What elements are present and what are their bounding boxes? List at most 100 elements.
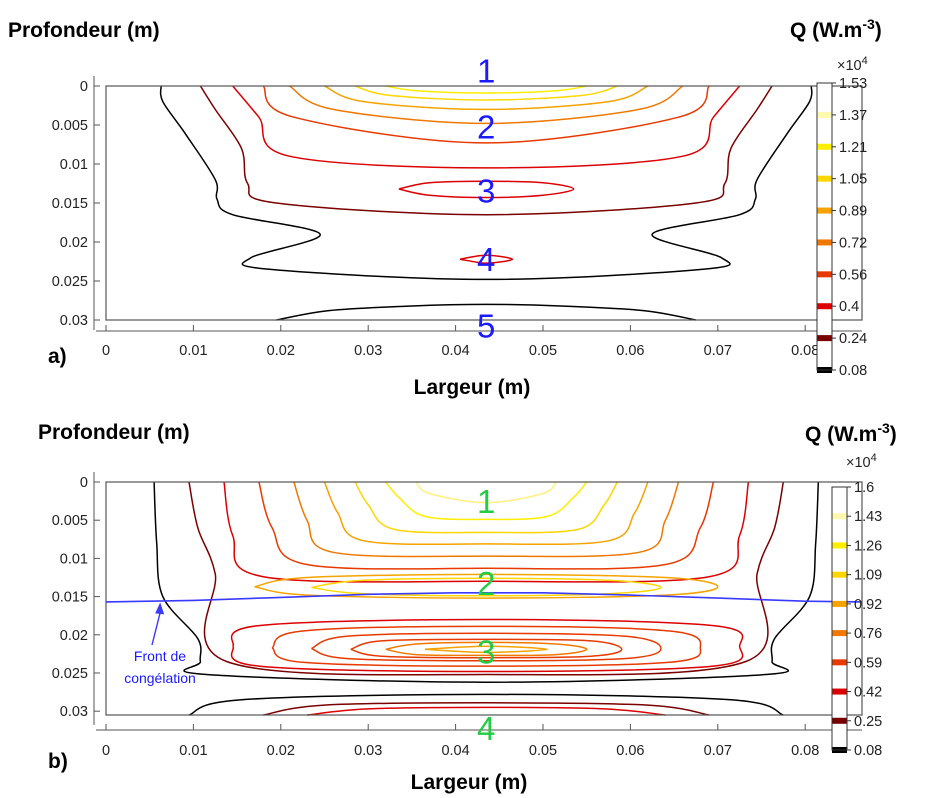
colorbar-tick-label: 0.4 [839, 299, 859, 315]
contour-line-a-1 [276, 303, 697, 321]
colorbar-swatch [832, 630, 847, 637]
contour-line-b-12 [350, 638, 623, 659]
zone-label-4: 4 [477, 241, 495, 278]
panel-a-xlabel: Largeur (m) [414, 376, 531, 399]
y-tick-label: 0 [80, 79, 88, 95]
x-tick-label: 0.08 [791, 343, 819, 359]
y-tick-label: 0 [80, 475, 88, 491]
contour-line-b-3 [263, 702, 710, 716]
panel-a-label: a) [48, 345, 67, 368]
contour-line-a-5 [289, 85, 684, 125]
panel-a-colorbar-multiplier: ×104 [837, 55, 868, 74]
colorbar-tick-label: 0.72 [839, 235, 867, 251]
contour-line-a-7 [354, 85, 618, 101]
zone-label-1: 1 [477, 52, 495, 89]
contour-line-b-8 [271, 625, 702, 667]
colorbar-swatch [817, 335, 832, 342]
colorbar-swatch [832, 542, 847, 549]
contour-line-b-9 [293, 481, 680, 558]
x-tick-label: 0.01 [179, 343, 207, 359]
colorbar-box [816, 82, 833, 371]
x-tick-label: 0.03 [354, 743, 382, 759]
contour-line-b-11 [323, 481, 649, 546]
contour-line-b-16 [424, 645, 549, 654]
contour-line-b-5 [230, 618, 744, 673]
contour-line-a-0 [159, 85, 813, 281]
zone-label-2: 2 [477, 109, 495, 146]
x-tick-label: 0.08 [791, 743, 819, 759]
colorbar-outline [816, 82, 833, 371]
y-tick-label: 0.025 [52, 666, 88, 682]
colorbar-tick-label: 1.05 [839, 172, 867, 188]
front-arrow-head [155, 602, 165, 615]
contour-line-b-15 [385, 481, 588, 521]
colorbar-tick-label: 0.92 [854, 597, 882, 613]
zone-label-3: 3 [477, 634, 495, 671]
colorbar-swatch [832, 688, 847, 695]
panel-a-colorbar-title: Q (W.m-3) [790, 16, 882, 42]
contour-line-b-10 [311, 632, 662, 662]
x-tick-label: 0 [102, 743, 110, 759]
contour-line-a-10 [459, 254, 514, 264]
y-tick-label: 0.015 [52, 590, 88, 606]
contour-line-a-6 [324, 85, 649, 111]
colorbar-swatch [832, 600, 847, 607]
contour-line-a-2 [199, 85, 773, 216]
colorbar-tick-label: 0.42 [854, 685, 882, 701]
panel-a-plot: 0 0.005 0.01 0.015 0.02 0.025 0.03 0 0.01 0.02 0.0… [52, 52, 863, 359]
panel-b-plot: 0 0.005 0.01 0.015 0.02 0.025 0.03 0 0.01 0.02 0.0… [52, 472, 863, 759]
colorbar-tick-label: 0.24 [839, 331, 867, 347]
zone-label-3: 3 [477, 173, 495, 210]
colorbar-tick-label: 1.43 [854, 509, 882, 525]
colorbar-outline [831, 486, 848, 751]
contour-line-b-18 [254, 573, 719, 599]
colorbar-swatch [832, 513, 847, 520]
colorbar-tick-label: 1.21 [839, 140, 867, 156]
contour-line-b-19 [311, 577, 662, 597]
contour-line-b-13 [354, 481, 618, 534]
colorbar-swatch [817, 239, 832, 246]
panel-a-colorbar: 1.53 1.37 1.21 1.05 0.89 0.72 0.56 0.4 0.24 0.08 [816, 76, 867, 379]
x-tick-label: 0.04 [441, 743, 469, 759]
contour-line-a-3 [232, 85, 741, 169]
contour-line-b-7 [258, 481, 715, 570]
zone-label-2: 2 [477, 565, 495, 602]
panel-b-colorbar-title: Q (W.m-3) [805, 420, 897, 446]
colorbar-tick-label: 0.76 [854, 626, 882, 642]
contour-line-b-6 [306, 706, 666, 716]
y-tick-label: 0.03 [60, 313, 88, 329]
colorbar-tick-label: 1.6 [854, 480, 874, 496]
panel-a-ylabel: Profondeur (m) [8, 19, 160, 42]
panel-b-ylabel: Profondeur (m) [38, 421, 190, 444]
x-tick-label: 0.01 [179, 743, 207, 759]
contour-line-b-2 [188, 481, 785, 676]
y-tick-label: 0.03 [60, 704, 88, 720]
y-tick-label: 0.005 [52, 118, 88, 134]
colorbar-tick-label: 1.53 [839, 76, 867, 92]
y-tick-label: 0.02 [60, 235, 88, 251]
y-tick-label: 0.015 [52, 196, 88, 212]
panel-b-colorbar: 1.6 1.43 1.26 1.09 0.92 0.76 0.59 0.42 0.25 0.08 [831, 480, 882, 759]
contour-line-b-17 [415, 481, 557, 504]
contour-line-a-8 [385, 85, 587, 94]
colorbar-tick-label: 0.08 [854, 743, 882, 759]
panel-b-colorbar-multiplier: ×104 [846, 452, 877, 471]
y-tick-label: 0.01 [60, 551, 88, 567]
y-tick-label: 0.02 [60, 628, 88, 644]
panel-b-xlabel: Largeur (m) [411, 771, 528, 794]
colorbar-swatch [817, 207, 832, 214]
colorbar-tick-label: 1.26 [854, 538, 882, 554]
colorbar-swatch [832, 717, 847, 724]
plot-frame [105, 85, 863, 321]
front-label-line2: congélation [124, 670, 196, 686]
colorbar-swatch [832, 659, 847, 666]
contour-line-a-4 [262, 85, 710, 144]
x-tick-label: 0.07 [704, 343, 732, 359]
colorbar-tick-label: 0.59 [854, 655, 882, 671]
front-label-line1: Front de [134, 648, 186, 664]
front-arrow-line [151, 612, 161, 646]
colorbar-box [831, 486, 848, 751]
y-tick-label: 0.005 [52, 513, 88, 529]
colorbar-tick-label: 0.08 [839, 363, 867, 379]
